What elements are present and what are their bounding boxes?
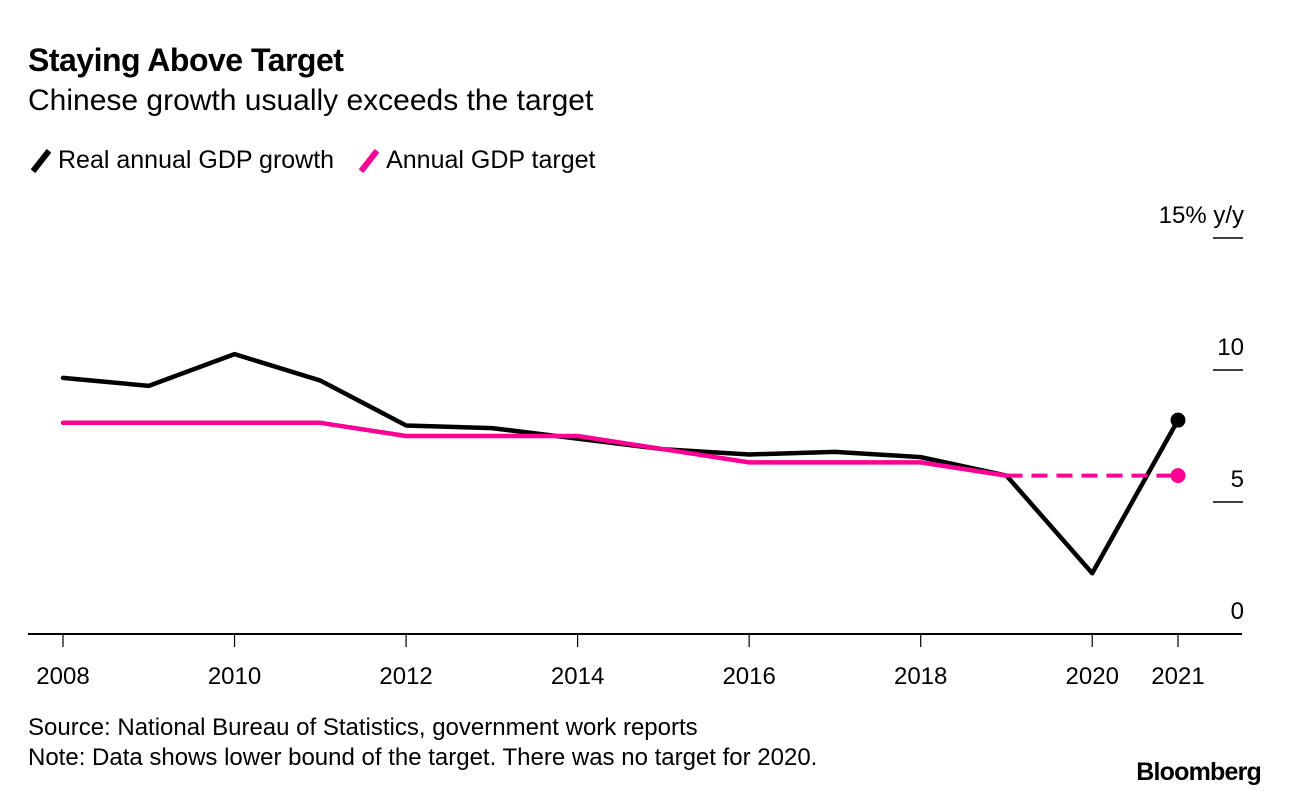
y-tick-label-5: 5 [1231, 466, 1244, 493]
x-tick-label-2010: 2010 [208, 663, 261, 690]
x-tick-label-2020: 2020 [1066, 663, 1119, 690]
legend-label-gdp-target: Annual GDP target [386, 146, 596, 174]
bloomberg-logo: Bloomberg [1136, 758, 1262, 786]
y-tick-label-15: 15% y/y [1159, 202, 1244, 229]
source-note: Source: National Bureau of Statistics, g… [28, 714, 698, 741]
x-tick-label-2016: 2016 [722, 663, 775, 690]
x-tick-label-2012: 2012 [379, 663, 432, 690]
x-tick-label-2021: 2021 [1151, 663, 1204, 690]
data-note: Note: Data shows lower bound of the targ… [28, 744, 818, 771]
series-0-line [60, 351, 1181, 576]
series-0-point-2021 [1170, 412, 1186, 428]
y-tick-label-0: 0 [1231, 598, 1244, 625]
y-tick-label-10: 10 [1217, 334, 1244, 361]
chart-subtitle: Chinese growth usually exceeds the targe… [28, 84, 594, 117]
chart-title: Staying Above Target [28, 42, 344, 78]
series-1-line [60, 420, 1009, 478]
legend-label-gdp-growth: Real annual GDP growth [58, 146, 335, 174]
x-tick-label-2014: 2014 [551, 663, 604, 690]
series-1-point-2021 [1170, 468, 1186, 484]
x-tick-label-2008: 2008 [36, 663, 89, 690]
x-tick-label-2018: 2018 [894, 663, 947, 690]
legend-item-gdp-target: Annual GDP target [356, 146, 595, 175]
legend-item-gdp-growth: Real annual GDP growth [28, 146, 334, 175]
legend: Real annual GDP growth Annual GDP target [28, 146, 617, 175]
